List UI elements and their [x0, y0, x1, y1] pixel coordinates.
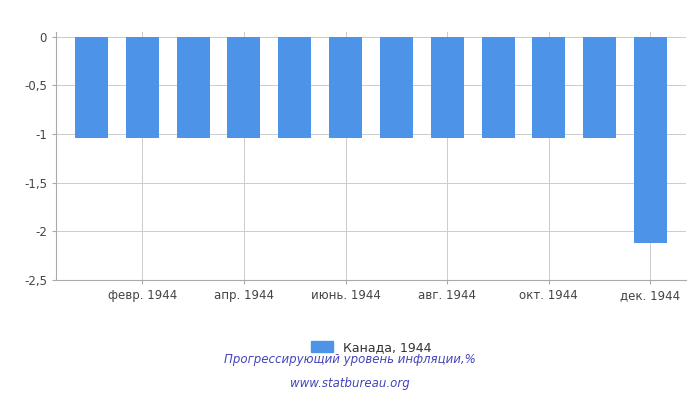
Bar — [228, 37, 260, 138]
Bar — [380, 37, 413, 138]
Bar — [532, 37, 566, 138]
Bar — [482, 37, 514, 138]
Bar — [583, 37, 616, 138]
Bar — [126, 37, 159, 138]
Bar — [75, 37, 108, 138]
Bar — [430, 37, 463, 138]
Bar — [176, 37, 210, 138]
Bar — [634, 37, 667, 243]
Text: www.statbureau.org: www.statbureau.org — [290, 378, 410, 390]
Legend: Канада, 1944: Канада, 1944 — [311, 341, 431, 354]
Bar — [329, 37, 362, 138]
Bar — [279, 37, 312, 138]
Text: Прогрессирующий уровень инфляции,%: Прогрессирующий уровень инфляции,% — [224, 354, 476, 366]
